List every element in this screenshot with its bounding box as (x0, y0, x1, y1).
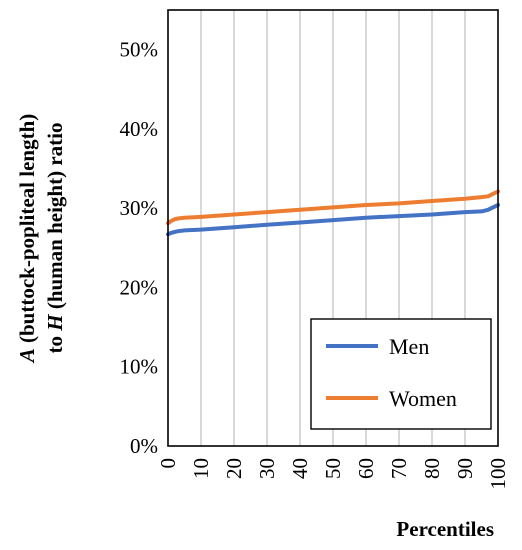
y-tick-label: 20% (120, 275, 159, 299)
x-tick-label: 10 (189, 458, 213, 479)
y-tick-label: 10% (120, 355, 159, 379)
y-tick-label: 50% (120, 38, 159, 62)
x-tick-label: 60 (354, 458, 378, 479)
legend-box (310, 318, 492, 430)
plot-border (167, 9, 499, 447)
legend-label-men: Men (389, 334, 429, 359)
series-lines (166, 189, 500, 237)
x-tick-label: 20 (222, 458, 246, 479)
y-axis-title-part-2: to (43, 331, 67, 354)
y-tick-label: 30% (120, 196, 159, 220)
y-axis-title-part-1: (buttock-popliteal length) (15, 114, 39, 349)
y-axis-title-part-3: (human height) ratio (43, 122, 67, 314)
legend-label-women: Women (389, 386, 457, 411)
x-tick-label: 80 (420, 458, 444, 479)
x-axis-title: Percentiles (396, 517, 494, 541)
x-tick-label: 0 (156, 458, 180, 469)
x-tick-labels: 0 10 20 30 40 50 60 70 80 90 100 (156, 458, 510, 490)
y-axis-title-line-2: to H (human height) ratio (43, 122, 67, 353)
x-tick-label: 40 (288, 458, 312, 479)
series-line-women (166, 189, 500, 226)
x-tick-label: 50 (321, 458, 345, 479)
x-tick-label: 100 (486, 458, 510, 490)
legend: Men Women (310, 318, 492, 430)
y-tick-label: 40% (120, 117, 159, 141)
x-tick-label: 70 (387, 458, 411, 479)
y-axis-title-var-h: H (43, 314, 67, 332)
y-axis-title-var-a: A (15, 348, 39, 364)
series-line-men (166, 203, 500, 237)
x-tick-label: 30 (255, 458, 279, 479)
y-tick-labels: 0% 10% 20% 30% 40% 50% (120, 38, 159, 458)
y-tick-label: 0% (130, 434, 158, 458)
y-axis-title-line-1: A (buttock-popliteal length) (15, 114, 39, 365)
x-tick-label: 90 (453, 458, 477, 479)
y-axis-title: A (buttock-popliteal length) to H (human… (15, 114, 67, 365)
